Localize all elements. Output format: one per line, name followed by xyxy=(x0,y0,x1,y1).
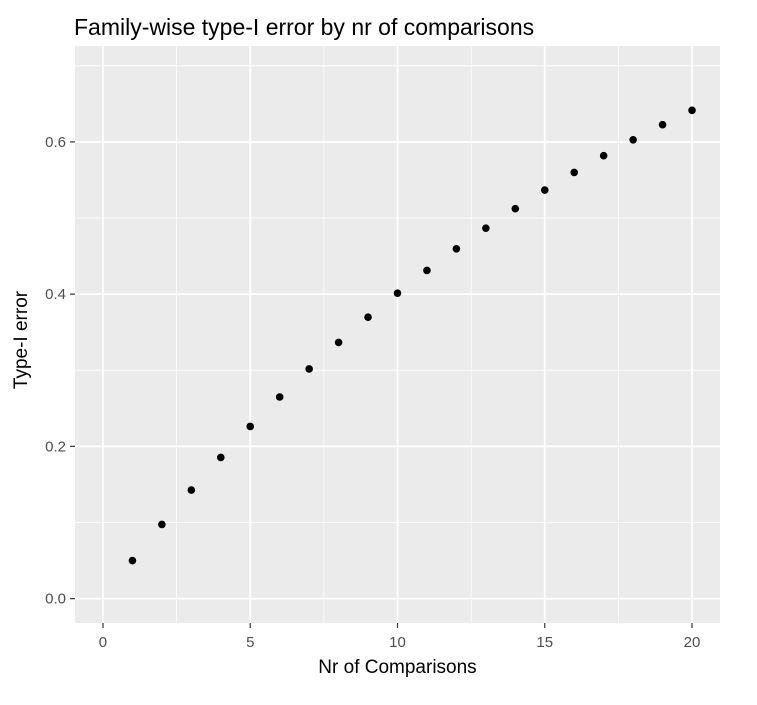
data-point xyxy=(187,486,196,494)
x-tick-label: 0 xyxy=(99,634,107,651)
data-point xyxy=(128,556,137,565)
data-point xyxy=(393,289,402,297)
x-tick-label: 20 xyxy=(684,634,701,651)
data-point xyxy=(570,168,579,177)
y-tick-label: 0.6 xyxy=(45,134,66,151)
data-point xyxy=(658,120,667,129)
data-point xyxy=(452,244,461,253)
data-point xyxy=(216,453,225,462)
data-point xyxy=(334,338,343,347)
data-point xyxy=(540,186,549,194)
data-point xyxy=(246,422,255,431)
data-point xyxy=(482,224,490,232)
data-point xyxy=(305,365,313,373)
data-point xyxy=(599,151,608,160)
y-tick-label: 0.2 xyxy=(45,438,66,455)
x-tick-label: 5 xyxy=(246,634,254,651)
data-point xyxy=(511,204,520,213)
data-point xyxy=(629,135,637,144)
data-point xyxy=(688,106,696,115)
y-tick-label: 0.0 xyxy=(45,591,66,608)
y-axis: 0.0 0.2 0.4 0.6 xyxy=(45,134,75,608)
data-point xyxy=(275,393,284,401)
y-tick-label: 0.4 xyxy=(45,286,66,303)
x-tick-label: 10 xyxy=(389,634,406,651)
x-axis: 0 5 10 15 20 xyxy=(99,623,701,651)
data-point xyxy=(364,313,372,321)
chart-title: Family-wise type-I error by nr of compar… xyxy=(74,14,535,40)
x-axis-label: Nr of Comparisons xyxy=(318,657,477,678)
data-point xyxy=(423,266,431,275)
data-point xyxy=(158,520,166,529)
y-axis-label: Type-I error xyxy=(11,290,32,390)
data-points xyxy=(128,106,696,565)
x-tick-label: 15 xyxy=(536,634,553,651)
